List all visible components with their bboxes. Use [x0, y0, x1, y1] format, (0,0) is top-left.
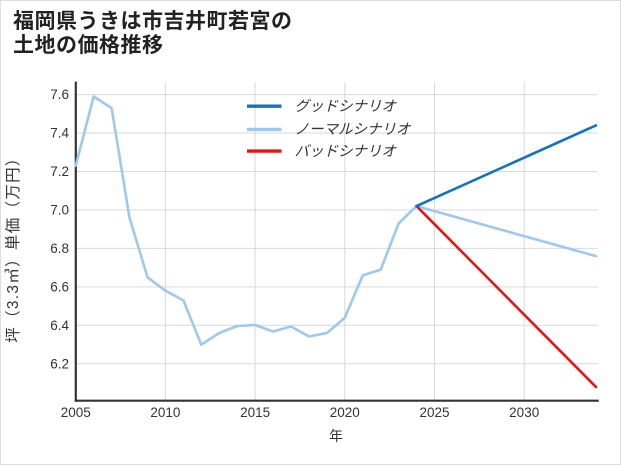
svg-text:2030: 2030 — [509, 405, 539, 420]
svg-text:2025: 2025 — [419, 405, 449, 420]
svg-text:2020: 2020 — [330, 405, 360, 420]
svg-text:6.2: 6.2 — [50, 356, 69, 371]
svg-text:2015: 2015 — [240, 405, 270, 420]
svg-text:バッドシナリオ: バッドシナリオ — [295, 144, 398, 160]
svg-text:6.8: 6.8 — [50, 241, 69, 256]
svg-text:7.2: 7.2 — [50, 164, 69, 179]
svg-text:6.4: 6.4 — [50, 318, 69, 333]
svg-text:ノーマルシナリオ: ノーマルシナリオ — [295, 122, 412, 138]
svg-text:7.6: 7.6 — [50, 87, 69, 102]
svg-text:2010: 2010 — [150, 405, 180, 420]
svg-text:7.4: 7.4 — [50, 126, 69, 141]
svg-text:2005: 2005 — [61, 405, 91, 420]
svg-text:坪（3.3㎥）単価（万円）: 坪（3.3㎥）単価（万円） — [4, 149, 22, 342]
svg-text:グッドシナリオ: グッドシナリオ — [295, 98, 398, 115]
svg-text:6.6: 6.6 — [50, 279, 69, 294]
svg-text:7.0: 7.0 — [50, 203, 69, 218]
svg-text:年: 年 — [329, 428, 343, 444]
